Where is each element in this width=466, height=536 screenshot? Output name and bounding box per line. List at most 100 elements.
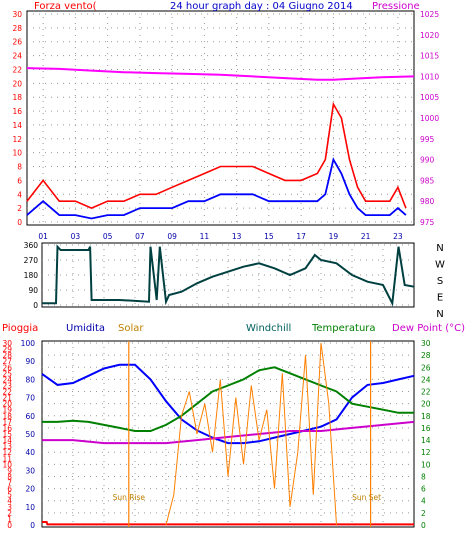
wind-panel-frame <box>26 10 415 226</box>
direction-tick-label: 180 <box>24 271 39 280</box>
rain-tick-label: 9 <box>7 466 12 475</box>
rain-tick-label: 7 <box>7 479 12 488</box>
compass-letter: W <box>435 260 445 271</box>
wind-tick-label: 6 <box>17 176 22 185</box>
direction-tick-label: 0 <box>33 301 38 310</box>
hour-tick-label: 09 <box>167 232 177 241</box>
temperature-tick-label: 6 <box>421 485 426 494</box>
rain-tick-label: 4 <box>7 497 12 506</box>
pressure-series <box>26 67 415 81</box>
sunrise-label: Sun Rise <box>113 493 146 502</box>
wind-tick-label: 8 <box>17 163 22 172</box>
rain-tick-label: 10 <box>2 460 12 469</box>
wind-tick-label: 2 <box>17 204 22 213</box>
wind-mean-series <box>26 157 407 220</box>
chart-title: 24 hour graph day : 04 Giugno 2014 <box>170 1 353 12</box>
temperature-series <box>42 366 414 432</box>
sunset-label: Sun Set <box>352 493 381 502</box>
humidity-tick-label: 80 <box>25 375 35 384</box>
hour-tick-label: 05 <box>103 232 113 241</box>
humidity-tick-label: 90 <box>25 357 35 366</box>
wind-tick-label: 24 <box>12 52 22 61</box>
pressure-tick-label: 1000 <box>420 114 439 123</box>
legend-label: Windchill <box>246 323 291 334</box>
rain-tick-label: 2 <box>7 509 12 518</box>
wind-tick-label: 20 <box>12 79 22 88</box>
temperature-tick-label: 14 <box>421 436 431 445</box>
rain-tick-label: 22 <box>2 388 12 397</box>
pressure-tick-label: 995 <box>420 135 435 144</box>
humidity-tick-label: 10 <box>25 503 35 512</box>
temperature-tick-label: 10 <box>421 460 431 469</box>
hour-tick-label: 23 <box>393 232 403 241</box>
pressure-tick-label: 985 <box>420 176 435 185</box>
direction-tick-label: 360 <box>24 241 39 250</box>
rain-tick-label: 30 <box>2 339 12 348</box>
legend-label: Dew Point (°C) <box>392 323 465 334</box>
compass-letter: N <box>436 309 443 320</box>
wind-tick-label: 12 <box>12 135 22 144</box>
hour-tick-label: 11 <box>200 232 210 241</box>
wind-tick-label: 26 <box>12 38 22 47</box>
solar-series <box>165 342 337 526</box>
wind-direction-series <box>42 244 415 307</box>
rain-tick-label: 17 <box>2 418 12 427</box>
wind-tick-label: 0 <box>17 218 22 227</box>
temperature-tick-label: 18 <box>421 412 431 421</box>
pressure-tick-label: 1005 <box>420 93 439 102</box>
temperature-tick-label: 24 <box>421 375 431 384</box>
rain-tick-label: 14 <box>2 436 12 445</box>
pressure-tick-label: 980 <box>420 197 435 206</box>
humidity-tick-label: 40 <box>25 448 35 457</box>
hour-tick-label: 13 <box>232 232 242 241</box>
temperature-tick-label: 26 <box>421 363 431 372</box>
rain-series <box>42 521 414 526</box>
temperature-tick-label: 8 <box>421 472 426 481</box>
temperature-tick-label: 20 <box>421 400 431 409</box>
dew-point-series <box>42 420 415 445</box>
hour-tick-label: 01 <box>38 232 48 241</box>
rain-tick-label: 5 <box>7 491 12 500</box>
pressure-tick-label: 1020 <box>420 31 439 40</box>
direction-tick-label: 90 <box>28 286 38 295</box>
rain-tick-label: 27 <box>2 357 12 366</box>
temperature-tick-label: 22 <box>421 388 431 397</box>
rain-tick-label: 1 <box>7 515 12 524</box>
rain-tick-label: 3 <box>7 503 12 512</box>
legend-label: Umidita <box>66 323 105 334</box>
rain-tick-label: 16 <box>2 424 12 433</box>
rain-tick-label: 21 <box>2 394 12 403</box>
temperature-tick-label: 12 <box>421 448 431 457</box>
wind-gust-series <box>26 101 407 209</box>
rain-tick-label: 23 <box>2 381 12 390</box>
wind-tick-label: 16 <box>12 107 22 116</box>
rain-tick-label: 18 <box>2 412 12 421</box>
rain-tick-label: 11 <box>2 454 12 463</box>
humidity-tick-label: 60 <box>25 412 35 421</box>
temperature-tick-label: 0 <box>421 521 426 530</box>
legend-label: Temperatura <box>311 323 376 334</box>
humidity-tick-label: 70 <box>25 394 35 403</box>
temperature-tick-label: 2 <box>421 509 426 518</box>
direction-tick-label: 270 <box>24 256 39 265</box>
humidity-tick-label: 20 <box>25 485 35 494</box>
temperature-tick-label: 16 <box>421 424 431 433</box>
humidity-series <box>41 363 415 445</box>
temperature-tick-label: 4 <box>421 497 426 506</box>
wind-tick-label: 22 <box>12 65 22 74</box>
rain-tick-label: 13 <box>2 442 12 451</box>
pressure-tick-label: 975 <box>420 218 435 227</box>
compass-letter: E <box>437 293 443 304</box>
wind-axis-title: Forza vento( <box>34 1 97 12</box>
rain-tick-label: 6 <box>7 485 12 494</box>
humidity-tick-label: 50 <box>25 430 35 439</box>
pressure-tick-label: 1015 <box>420 52 439 61</box>
wind-tick-label: 10 <box>12 149 22 158</box>
wind-tick-label: 28 <box>12 24 22 33</box>
humidity-tick-label: 0 <box>30 521 35 530</box>
pressure-tick-label: 1025 <box>420 10 439 19</box>
compass-letter: N <box>436 243 443 254</box>
wind-tick-label: 4 <box>17 190 22 199</box>
legend-label: Pioggia <box>2 323 38 334</box>
